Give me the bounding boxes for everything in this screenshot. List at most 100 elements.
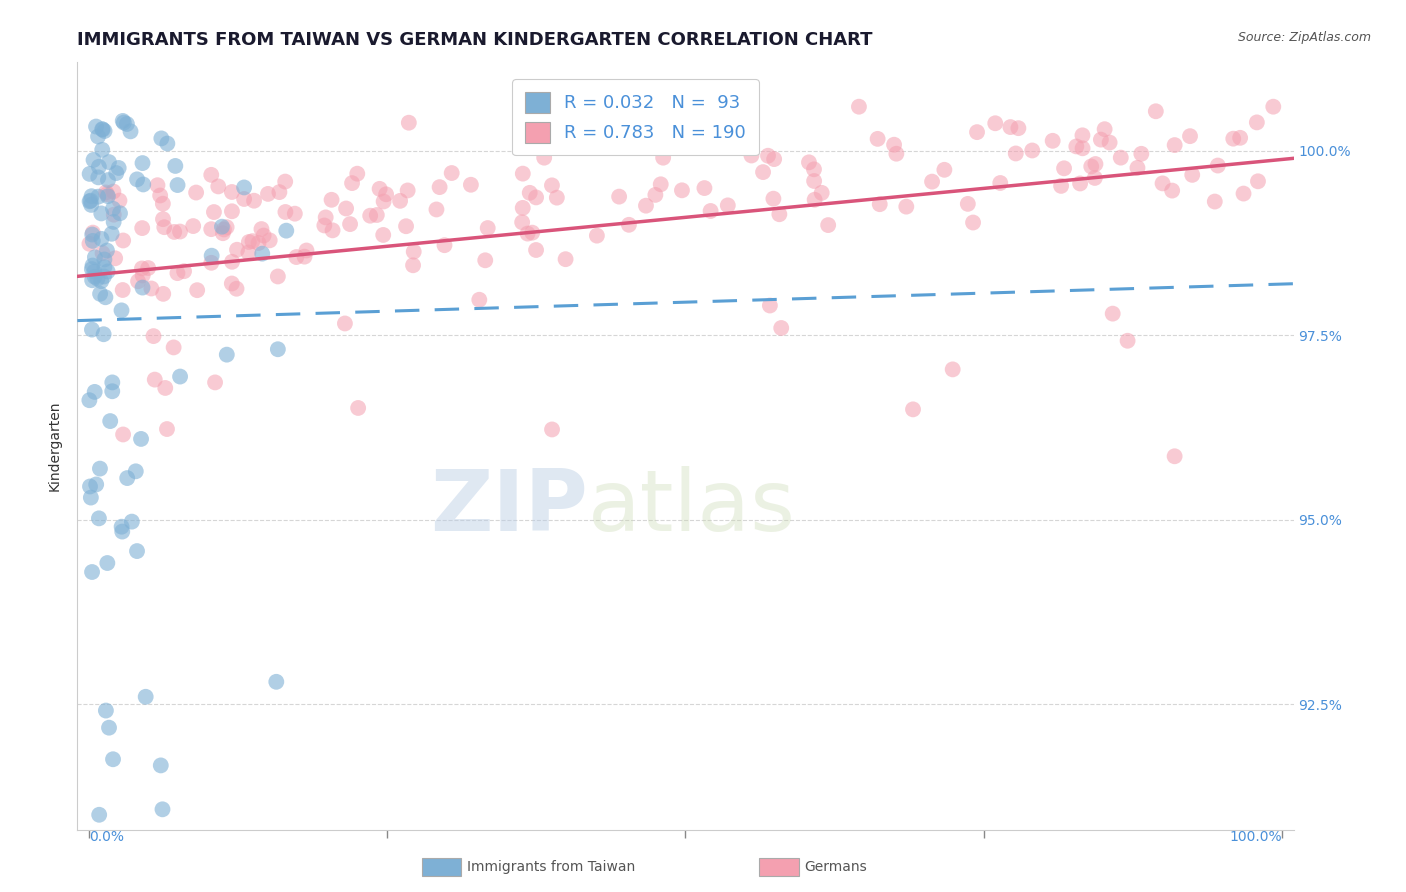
Point	[1163, 450, 1185, 464]
Point	[101, 384, 124, 399]
Point	[1071, 141, 1094, 155]
Point	[200, 256, 222, 270]
Point	[1130, 146, 1153, 161]
Point	[80, 491, 103, 505]
Point	[524, 190, 547, 204]
Point	[883, 137, 905, 152]
Point	[83, 264, 105, 278]
Point	[956, 197, 979, 211]
Text: atlas: atlas	[588, 466, 796, 549]
Point	[97, 155, 120, 169]
Point	[253, 228, 276, 243]
Point	[901, 402, 924, 417]
Point	[869, 197, 891, 211]
Point	[984, 116, 1007, 130]
Point	[284, 207, 307, 221]
Point	[89, 461, 111, 475]
Point	[269, 185, 291, 199]
Point	[314, 219, 336, 233]
Point	[1246, 115, 1268, 129]
Point	[173, 264, 195, 278]
Point	[83, 269, 105, 284]
Point	[1232, 186, 1254, 201]
Point	[101, 752, 124, 766]
Point	[97, 173, 120, 187]
Point	[398, 116, 420, 130]
Point	[98, 721, 121, 735]
Point	[942, 362, 965, 376]
Point	[233, 180, 256, 194]
Point	[238, 235, 260, 249]
Point	[259, 233, 281, 247]
Point	[212, 226, 235, 240]
Point	[886, 146, 908, 161]
Point	[221, 277, 243, 291]
Point	[1000, 120, 1022, 134]
Point	[93, 124, 115, 138]
Point	[607, 189, 630, 203]
Point	[143, 373, 166, 387]
Text: ZIP: ZIP	[430, 466, 588, 549]
Point	[1161, 184, 1184, 198]
Text: IMMIGRANTS FROM TAIWAN VS GERMAN KINDERGARTEN CORRELATION CHART: IMMIGRANTS FROM TAIWAN VS GERMAN KINDERG…	[77, 31, 873, 49]
Point	[460, 178, 482, 192]
Point	[103, 208, 125, 222]
Point	[90, 206, 112, 220]
Point	[274, 205, 297, 219]
Point	[80, 189, 103, 203]
Point	[693, 181, 716, 195]
Point	[82, 234, 104, 248]
Point	[225, 282, 247, 296]
Point	[166, 266, 188, 280]
Point	[156, 136, 179, 151]
Point	[335, 202, 357, 216]
Point	[247, 235, 270, 250]
Point	[803, 174, 825, 188]
Point	[242, 234, 264, 248]
Point	[93, 260, 115, 275]
Point	[717, 198, 740, 212]
Point	[112, 115, 135, 129]
Point	[169, 369, 191, 384]
Point	[267, 269, 290, 284]
Point	[340, 176, 363, 190]
Point	[756, 149, 779, 163]
Point	[211, 219, 233, 234]
Point	[817, 218, 839, 232]
Point	[396, 184, 419, 198]
Point	[120, 124, 142, 138]
Point	[112, 234, 135, 248]
Point	[250, 222, 273, 236]
Point	[79, 194, 101, 209]
Point	[740, 148, 762, 162]
Point	[477, 221, 499, 235]
Point	[429, 180, 451, 194]
Point	[468, 293, 491, 307]
Point	[634, 199, 657, 213]
Point	[152, 286, 174, 301]
Point	[221, 254, 243, 268]
Point	[238, 245, 260, 260]
Point	[1071, 128, 1094, 143]
Point	[86, 271, 108, 285]
Point	[96, 187, 118, 202]
Text: Source: ZipAtlas.com: Source: ZipAtlas.com	[1237, 31, 1371, 45]
Y-axis label: Kindergarten: Kindergarten	[48, 401, 62, 491]
Point	[112, 427, 135, 442]
Point	[131, 280, 153, 294]
Point	[1178, 129, 1201, 144]
Point	[153, 220, 176, 235]
Point	[89, 286, 111, 301]
Point	[1204, 194, 1226, 209]
Point	[368, 182, 391, 196]
Point	[97, 189, 120, 203]
Point	[82, 227, 104, 242]
Point	[111, 283, 134, 297]
Point	[125, 544, 148, 558]
Point	[425, 202, 447, 217]
Point	[127, 274, 149, 288]
Point	[1181, 168, 1204, 182]
Point	[103, 185, 125, 199]
Point	[101, 202, 124, 216]
Point	[82, 226, 104, 240]
